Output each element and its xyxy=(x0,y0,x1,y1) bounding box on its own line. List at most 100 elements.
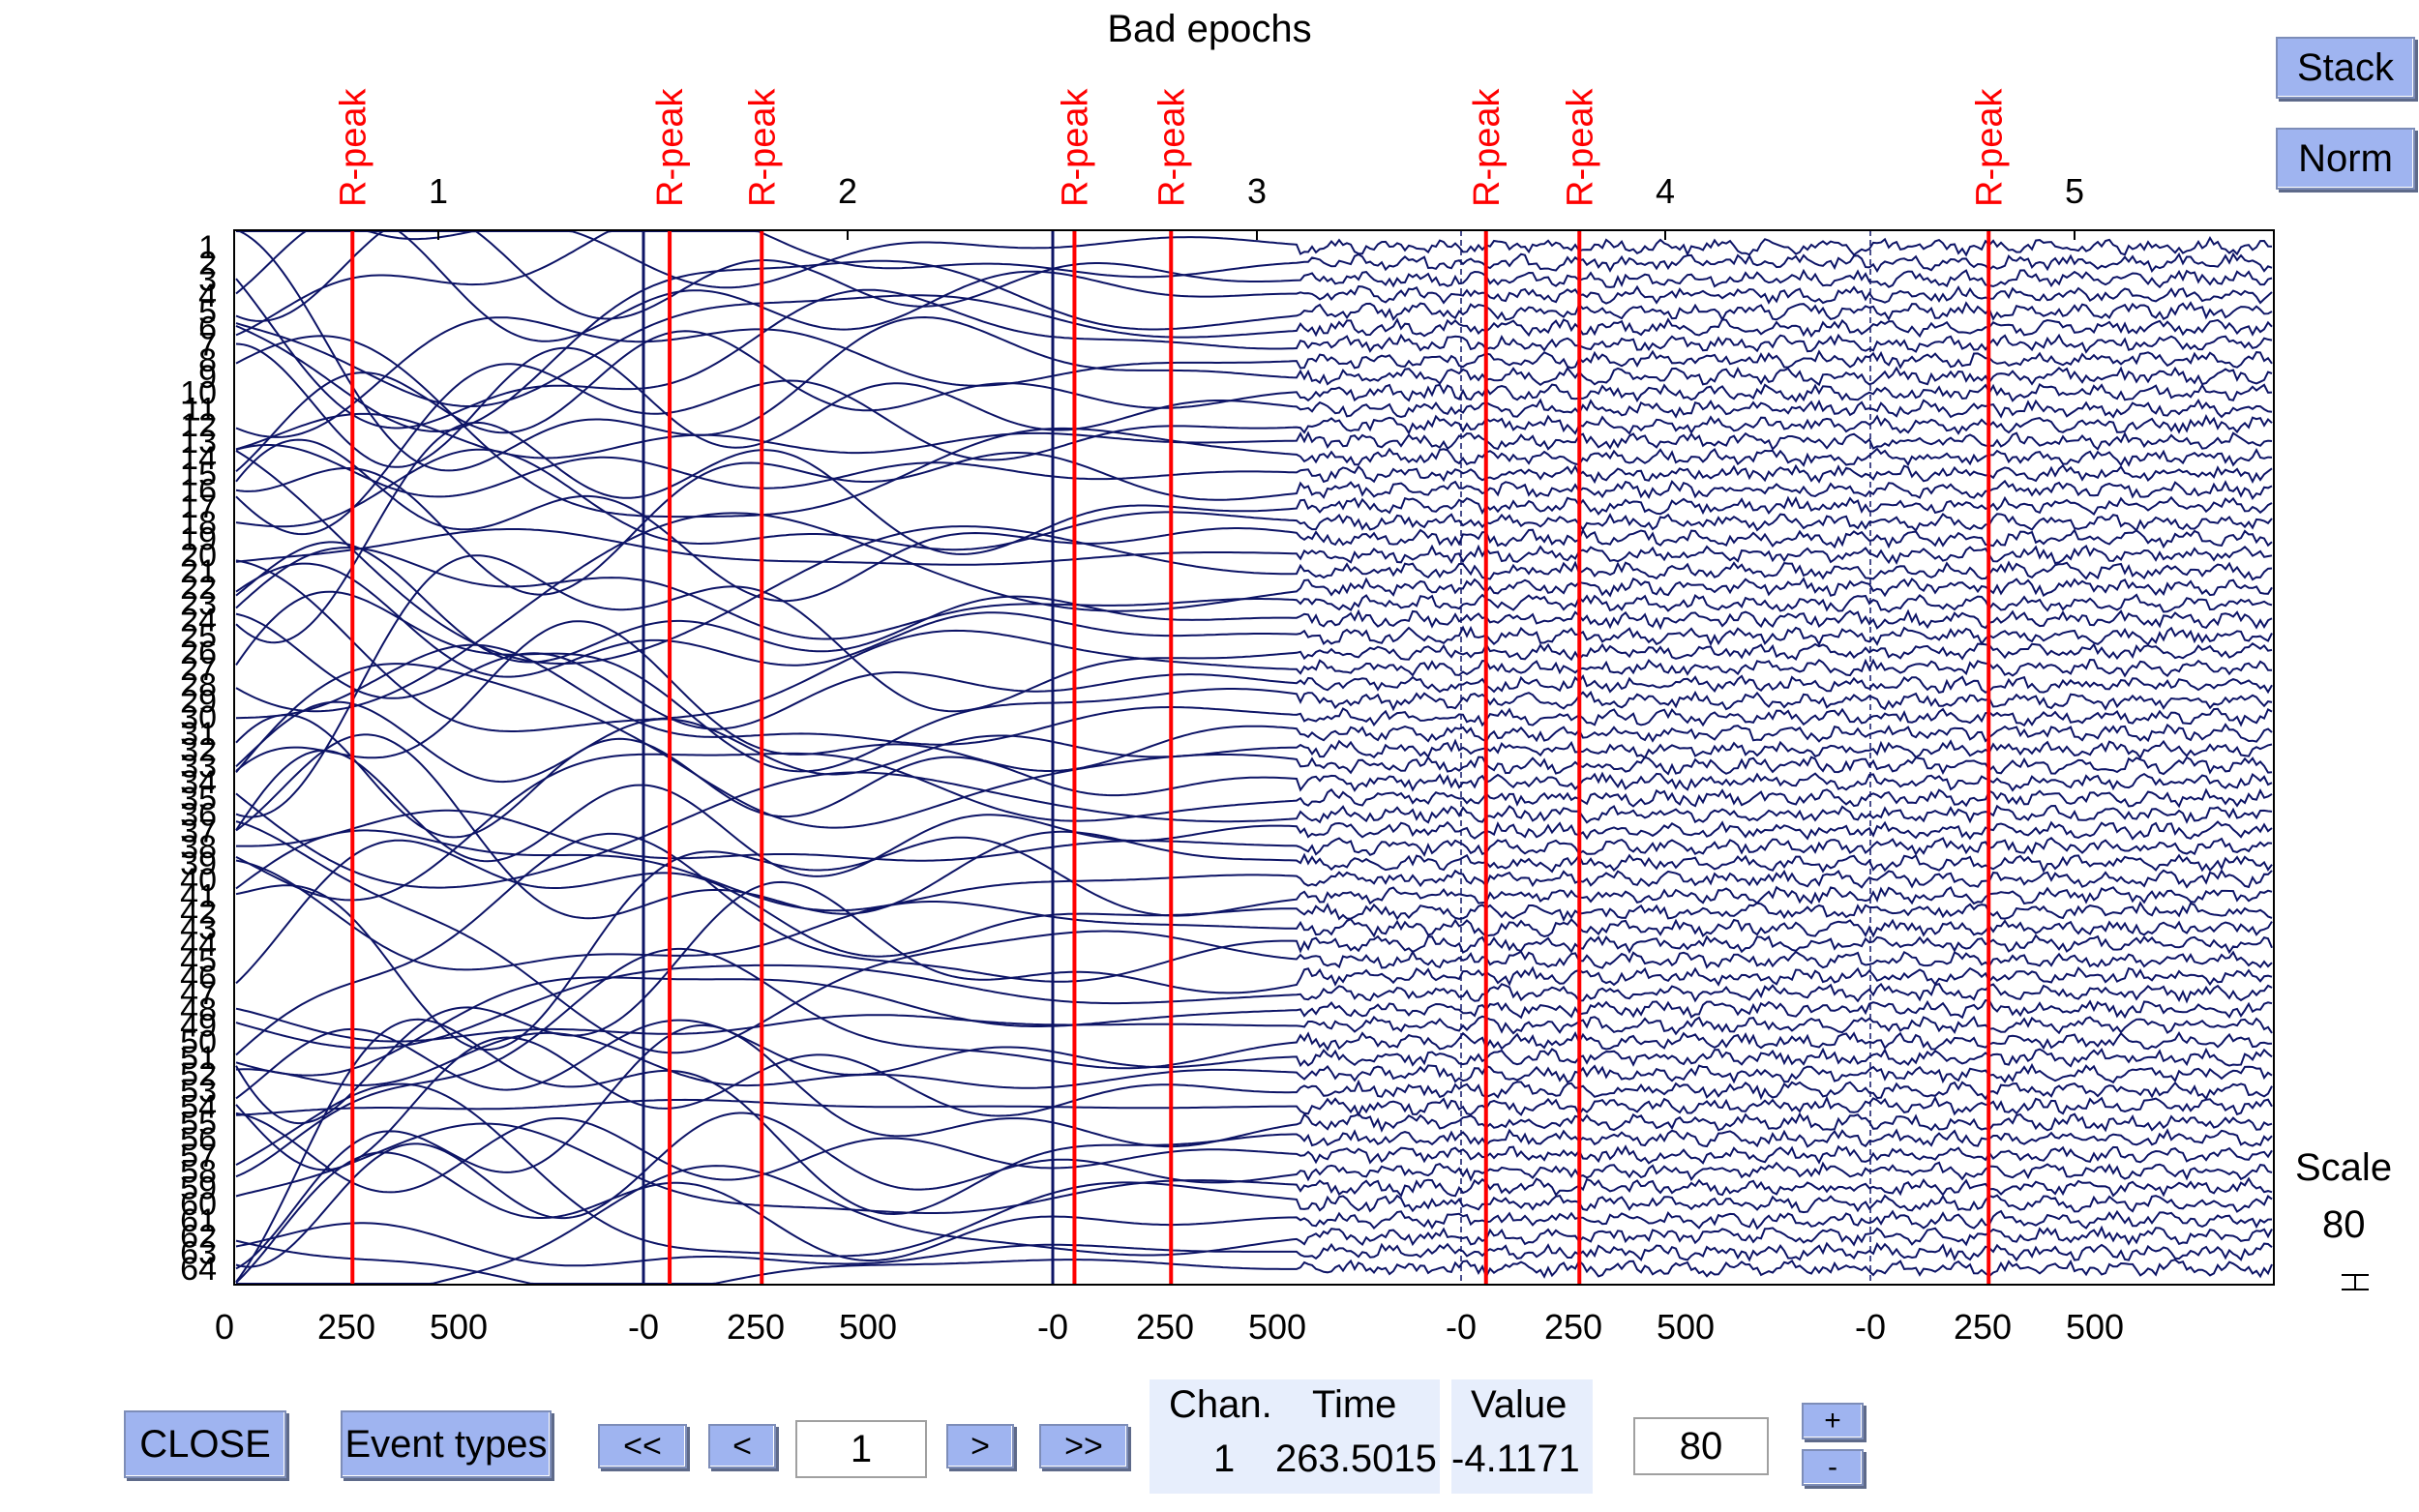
scale-value: 80 xyxy=(2322,1203,2366,1246)
x-tick-label: 500 xyxy=(1248,1307,1306,1347)
channel-label: 42 xyxy=(180,894,217,931)
chan-header: Chan. xyxy=(1169,1383,1272,1426)
channel-trace-56 xyxy=(235,1018,2273,1283)
channel-trace-44 xyxy=(235,832,2273,1056)
channel-label: 16 xyxy=(180,472,217,509)
channel-label: 31 xyxy=(180,716,217,753)
channel-trace-50 xyxy=(235,947,2273,1178)
scale-decrease-button[interactable]: - xyxy=(1802,1449,1864,1486)
channel-label: 11 xyxy=(183,391,217,428)
channel-label: 5 xyxy=(198,294,217,331)
channel-trace-38 xyxy=(236,809,2273,862)
epoch-number: 5 xyxy=(2065,171,2084,211)
channel-label: 7 xyxy=(198,326,217,363)
x-tick-label: 500 xyxy=(1657,1307,1715,1347)
time-value: 263.5015 xyxy=(1275,1438,1437,1480)
x-tick-label: 250 xyxy=(317,1307,375,1347)
scale-label: Scale xyxy=(2295,1146,2393,1189)
channel-trace-51 xyxy=(235,1019,2273,1100)
channel-trace-49 xyxy=(235,1007,2273,1043)
channel-label: 18 xyxy=(180,505,217,542)
channel-label: 60 xyxy=(180,1186,217,1223)
channel-label: 36 xyxy=(180,797,217,834)
channel-label: 28 xyxy=(180,667,217,704)
norm-button[interactable]: Norm xyxy=(2276,128,2415,190)
event-types-button[interactable]: Event types xyxy=(341,1410,552,1478)
channel-trace-59 xyxy=(235,1122,2273,1214)
stack-button[interactable]: Stack xyxy=(2276,37,2415,99)
r-peak-label: R-peak xyxy=(1467,88,1508,207)
channel-trace-27 xyxy=(235,559,2272,732)
channel-label: 32 xyxy=(180,732,217,769)
channel-trace-46 xyxy=(235,880,2273,1125)
channel-trace-11 xyxy=(235,342,2273,468)
channel-trace-61 xyxy=(235,1151,2273,1284)
channel-trace-3 xyxy=(235,230,2273,322)
channel-trace-35 xyxy=(235,752,2273,902)
channel-trace-29 xyxy=(235,590,2273,773)
channel-label: 48 xyxy=(180,992,217,1028)
channel-label: 34 xyxy=(180,764,217,801)
channel-trace-60 xyxy=(235,1082,2273,1258)
channel-trace-24 xyxy=(235,541,2273,664)
channel-label: 3 xyxy=(198,261,217,298)
channel-label: 20 xyxy=(180,537,217,574)
x-tick-label: 250 xyxy=(1136,1307,1194,1347)
channel-label: 47 xyxy=(180,975,217,1012)
channel-trace-28 xyxy=(235,612,2273,730)
channel-trace-54 xyxy=(235,1095,2273,1117)
channel-trace-23 xyxy=(235,547,2273,640)
value-panel: Value -4.1171 xyxy=(1451,1379,1593,1494)
close-button[interactable]: CLOSE xyxy=(124,1410,286,1478)
channel-trace-37 xyxy=(235,749,2273,877)
channel-label: 29 xyxy=(180,683,217,720)
channel-label: 51 xyxy=(180,1040,217,1077)
channel-label: 62 xyxy=(180,1219,217,1256)
epoch-page-input[interactable]: 1 xyxy=(795,1420,927,1478)
value-header: Value xyxy=(1471,1383,1568,1426)
channel-label: 14 xyxy=(180,440,217,477)
eeg-traces xyxy=(235,230,2273,1285)
channel-trace-6 xyxy=(235,294,2273,407)
x-tick-label: -0 xyxy=(1446,1307,1477,1347)
epoch-number: 1 xyxy=(429,171,448,211)
r-peak-label: R-peak xyxy=(1969,88,2010,207)
r-peak-label: R-peak xyxy=(1055,88,1095,207)
channel-trace-9 xyxy=(235,230,2273,472)
epoch-plot[interactable]: R-peak R-peak R-peak R-peak R-peak R-peak R-pe… xyxy=(0,0,2419,1354)
channel-trace-16 xyxy=(235,452,2273,596)
scale-increase-button[interactable]: + xyxy=(1802,1403,1864,1439)
channel-trace-17 xyxy=(235,421,2273,644)
channel-label: 21 xyxy=(180,553,217,590)
channel-label: 46 xyxy=(180,959,217,995)
channel-label: 38 xyxy=(180,829,217,866)
channel-trace-2 xyxy=(235,230,2273,337)
next-epoch-button[interactable]: > xyxy=(946,1424,1014,1468)
channel-trace-63 xyxy=(235,1222,2273,1267)
x-tick-label: 500 xyxy=(839,1307,897,1347)
channel-label: 54 xyxy=(180,1089,217,1126)
first-epoch-button[interactable]: << xyxy=(598,1424,687,1468)
channel-trace-57 xyxy=(235,1112,2273,1194)
channel-trace-22 xyxy=(235,512,2273,713)
channel-trace-39 xyxy=(235,733,2273,920)
last-epoch-button[interactable]: >> xyxy=(1039,1424,1128,1468)
channel-label: 26 xyxy=(180,635,217,671)
x-tick-label: -0 xyxy=(1037,1307,1068,1347)
channel-label: 63 xyxy=(180,1234,217,1271)
channel-label: 52 xyxy=(180,1056,217,1093)
channel-trace-41 xyxy=(235,836,2273,1052)
channel-label: 58 xyxy=(180,1154,217,1191)
channel-label: 37 xyxy=(180,813,217,849)
channel-label: 57 xyxy=(180,1138,217,1174)
scale-input[interactable]: 80 xyxy=(1633,1417,1769,1475)
x-tick-label: -0 xyxy=(628,1307,659,1347)
channel-trace-55 xyxy=(235,1023,2273,1270)
channel-label: 13 xyxy=(180,424,217,460)
channel-label: 40 xyxy=(180,862,217,899)
channel-trace-32 xyxy=(235,700,2273,784)
channel-trace-20 xyxy=(235,528,2273,566)
channel-trace-48 xyxy=(235,976,2273,1077)
prev-epoch-button[interactable]: < xyxy=(708,1424,776,1468)
channel-label: 39 xyxy=(180,845,217,882)
